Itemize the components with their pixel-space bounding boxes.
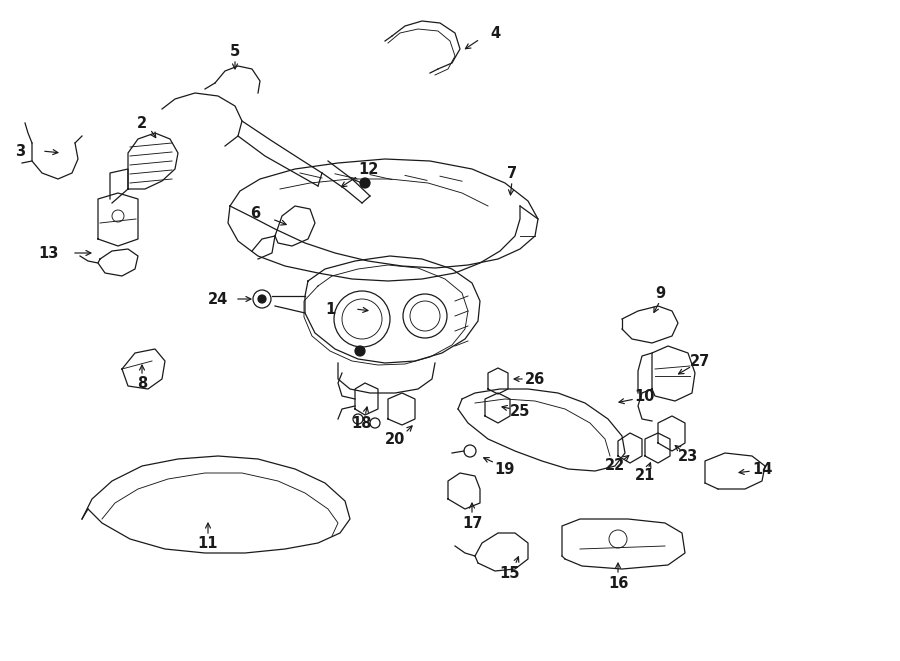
Text: 8: 8 [137,375,147,391]
Text: 21: 21 [634,469,655,483]
Text: 23: 23 [678,449,698,463]
Text: 25: 25 [509,403,530,418]
Text: 1: 1 [325,301,335,317]
Text: 4: 4 [490,26,500,40]
Text: 3: 3 [15,143,25,159]
Text: 6: 6 [250,206,260,221]
Circle shape [360,178,370,188]
Text: 15: 15 [500,566,520,580]
Text: 18: 18 [352,416,373,430]
Text: 5: 5 [230,44,240,59]
Text: 16: 16 [608,576,628,590]
Text: 7: 7 [507,165,517,180]
Text: 20: 20 [385,432,405,446]
Text: 19: 19 [495,461,515,477]
Circle shape [258,295,266,303]
Text: 11: 11 [198,535,218,551]
Text: 24: 24 [208,292,228,307]
Circle shape [355,346,365,356]
Text: 27: 27 [690,354,710,368]
Text: 17: 17 [462,516,482,531]
Text: 13: 13 [38,245,58,260]
Text: 2: 2 [137,116,147,130]
Text: 9: 9 [655,286,665,301]
Text: 10: 10 [634,389,655,403]
Text: 22: 22 [605,459,626,473]
Text: 26: 26 [525,371,545,387]
Text: 12: 12 [358,161,378,176]
Text: 14: 14 [752,461,772,477]
